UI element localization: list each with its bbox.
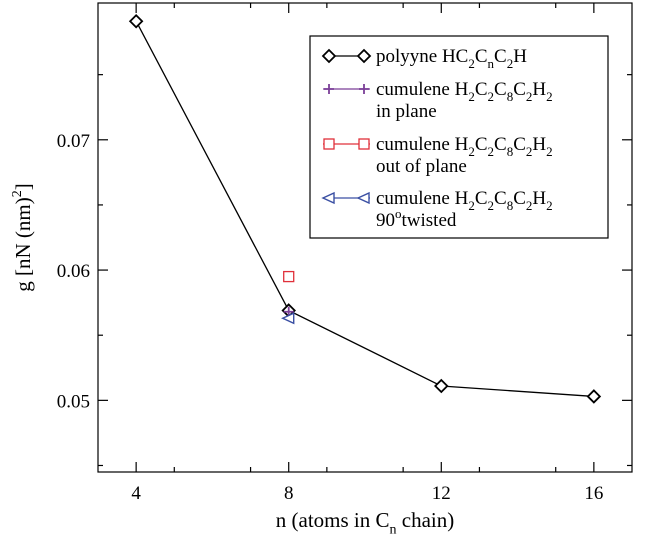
legend-label: cumulene H2C2C8C2H2 [376, 188, 553, 213]
legend-entry: polyyne HC2CnC2H [321, 46, 527, 71]
x-axis-label: n (atoms in Cn chain) [276, 508, 454, 537]
y-tick-label: 0.07 [57, 131, 90, 152]
y-tick-label: 0.05 [57, 391, 90, 412]
legend-marker [324, 84, 334, 94]
x-tick-label: 12 [432, 483, 451, 504]
data-point [283, 270, 295, 283]
x-tick-label: 8 [284, 483, 294, 504]
legend-label: polyyne HC2CnC2H [376, 46, 527, 71]
series-3 [281, 312, 295, 325]
legend-marker [321, 48, 337, 64]
series-line [135, 20, 594, 398]
data-point [128, 13, 144, 29]
legend-label: cumulene H2C2C8C2H2 [376, 134, 553, 159]
legend-label: cumulene H2C2C8C2H2 [376, 79, 553, 104]
x-tick-label: 4 [131, 483, 141, 504]
axes: 4 8 12 16 0.05 0.06 0.07 [57, 2, 633, 504]
series-2 [283, 270, 295, 283]
legend-marker [356, 191, 370, 205]
legend-marker [359, 84, 369, 94]
legend-label-line2: out of plane [376, 156, 467, 177]
y-tick-label: 0.06 [57, 261, 90, 282]
data-point [586, 389, 602, 404]
series-layer [128, 13, 602, 404]
y-axis-label: g [nN (nm)2] [10, 183, 35, 291]
legend-box [309, 35, 609, 239]
legend-label-line2: 90otwisted [376, 206, 457, 231]
plot-frame [97, 2, 633, 473]
data-point [281, 312, 295, 325]
legend-marker [323, 138, 335, 150]
legend-marker [321, 191, 335, 205]
data-point [434, 378, 449, 394]
x-tick-label: 16 [584, 483, 603, 504]
legend-label-line2: in plane [376, 101, 437, 122]
legend-marker [356, 48, 372, 64]
legend-marker [358, 138, 370, 150]
